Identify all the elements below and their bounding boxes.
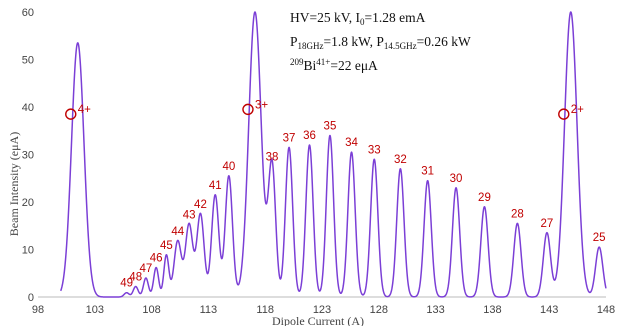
- peak-label: 47: [140, 263, 153, 275]
- peak-label: 43: [183, 209, 196, 221]
- y-tick-label: 0: [28, 292, 34, 304]
- x-tick-label: 123: [313, 304, 331, 316]
- oxygen-marker: [65, 108, 77, 120]
- peak-label: 36: [303, 130, 316, 142]
- peak-label: 27: [541, 218, 554, 230]
- x-tick-label: 148: [597, 304, 615, 316]
- y-axis-ticks: 0 10 20 30 40 50 60: [22, 7, 34, 304]
- y-axis-title: Beam Intensity (eμA): [7, 132, 21, 236]
- oxygen-markers: [65, 103, 570, 120]
- x-tick-label: 138: [483, 304, 501, 316]
- annotation-line-1: HV=25 kV, I0=1.28 emA: [290, 10, 426, 27]
- y-tick-label: 20: [22, 197, 34, 209]
- peak-label: 30: [450, 173, 463, 185]
- oxygen-marker: [558, 108, 570, 120]
- peak-label: 35: [324, 121, 337, 133]
- x-tick-label: 118: [256, 304, 274, 316]
- oxygen-marker: [242, 103, 254, 116]
- y-tick-label: 30: [22, 150, 34, 162]
- annotation-box: HV=25 kV, I0=1.28 emA P18GHz=1.8 kW, P14…: [290, 10, 471, 73]
- peak-label: 49: [120, 278, 133, 290]
- peak-label: 29: [478, 192, 491, 204]
- y-tick-label: 60: [22, 7, 34, 19]
- peak-label: 42: [194, 199, 207, 211]
- peak-label: 2+: [571, 104, 584, 116]
- x-tick-label: 103: [86, 304, 104, 316]
- peak-label: 31: [421, 166, 434, 178]
- x-axis-title: Dipole Current (A): [272, 314, 364, 326]
- peak-label: 3+: [255, 99, 268, 111]
- peak-label: 40: [222, 161, 235, 173]
- x-tick-label: 98: [32, 304, 44, 316]
- x-tick-label: 133: [426, 304, 444, 316]
- x-tick-label: 128: [370, 304, 388, 316]
- peak-label: 33: [368, 144, 381, 156]
- y-tick-label: 10: [22, 245, 34, 257]
- peak-label: 46: [150, 253, 163, 265]
- x-tick-label: 143: [540, 304, 558, 316]
- x-tick-label: 108: [142, 304, 160, 316]
- peak-label: 44: [171, 226, 184, 238]
- peak-label: 4+: [78, 104, 91, 116]
- peak-label: 28: [511, 208, 524, 220]
- peak-label: 41: [209, 180, 222, 192]
- spectrum-line: [60, 11, 607, 298]
- y-tick-label: 40: [22, 102, 34, 114]
- peak-label: 32: [394, 154, 407, 166]
- peak-label: 34: [345, 137, 358, 149]
- x-tick-label: 113: [200, 304, 218, 316]
- peak-label: 38: [266, 151, 279, 163]
- x-axis-ticks: 98 103 108 113 118 123 128 133 138 143 148: [32, 304, 615, 316]
- annotation-line-2: P18GHz=1.8 kW, P14.5GHz=0.26 kW: [290, 34, 471, 51]
- peak-label: 37: [283, 132, 296, 144]
- y-tick-label: 50: [22, 55, 34, 67]
- annotation-line-3: 209Bi41+=22 eμA: [290, 57, 378, 73]
- peak-label: 45: [160, 240, 173, 252]
- peak-label: 25: [593, 232, 606, 244]
- peak-label: 48: [129, 272, 142, 284]
